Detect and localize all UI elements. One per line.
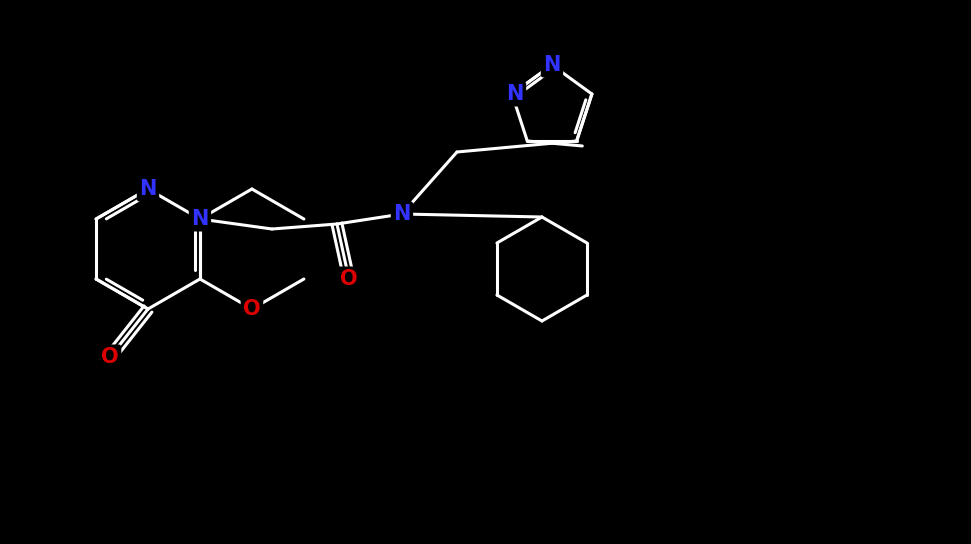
Text: N: N <box>393 204 411 224</box>
Text: O: O <box>340 269 357 289</box>
Text: N: N <box>139 179 156 199</box>
Text: N: N <box>506 84 523 104</box>
Text: N: N <box>191 209 209 229</box>
Text: O: O <box>101 347 118 367</box>
Text: N: N <box>543 55 560 75</box>
Text: O: O <box>243 299 261 319</box>
